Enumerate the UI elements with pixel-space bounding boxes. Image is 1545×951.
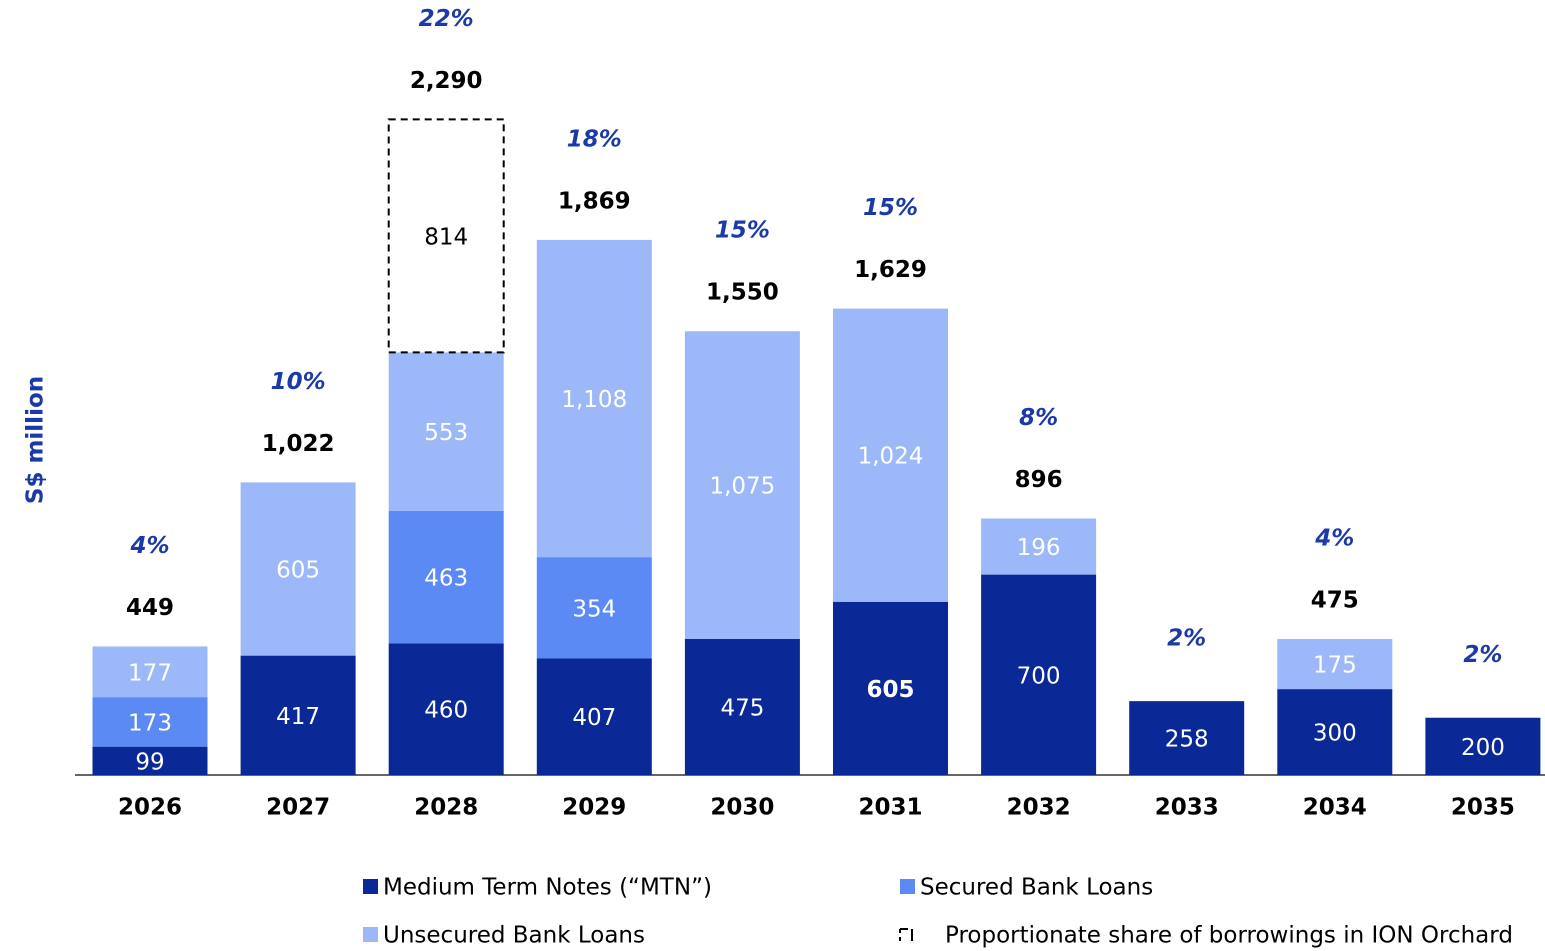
share-label: 8% bbox=[1019, 405, 1058, 431]
legend-label: Unsecured Bank Loans bbox=[383, 923, 645, 949]
legend-label: Proportionate share of borrowings in ION… bbox=[945, 923, 1513, 949]
segment-label: 300 bbox=[1313, 721, 1357, 747]
segment-label: 177 bbox=[128, 660, 172, 686]
bar-segment bbox=[981, 574, 1097, 775]
x-tick-label: 2029 bbox=[562, 795, 626, 821]
bar-segment bbox=[1277, 639, 1393, 690]
segment-label: 814 bbox=[424, 224, 468, 250]
total-label: 475 bbox=[1311, 588, 1359, 614]
share-label: 22% bbox=[419, 6, 474, 32]
bar-segment bbox=[833, 601, 948, 775]
segment-label: 605 bbox=[276, 558, 320, 584]
segment-label: 460 bbox=[424, 698, 468, 724]
bar-segment bbox=[388, 510, 504, 644]
segment-label: 258 bbox=[1165, 727, 1209, 753]
segment-label: 475 bbox=[720, 696, 764, 722]
bar-segment bbox=[92, 646, 208, 698]
x-tick-label: 2028 bbox=[414, 795, 478, 821]
segment-label: 1,024 bbox=[858, 444, 924, 470]
bar-segment bbox=[1129, 701, 1245, 775]
bar-segment bbox=[1425, 717, 1541, 775]
bar-segment bbox=[833, 308, 948, 602]
x-tick-label: 2031 bbox=[858, 795, 922, 821]
total-label: 1,550 bbox=[706, 280, 779, 306]
bar-segment bbox=[981, 518, 1097, 575]
share-label: 10% bbox=[271, 369, 326, 395]
segment-label: 463 bbox=[424, 566, 468, 592]
segment-label: 200 bbox=[1461, 735, 1505, 761]
legend-label: Medium Term Notes (“MTN”) bbox=[383, 875, 712, 901]
share-label: 2% bbox=[1463, 642, 1502, 668]
segment-label: 1,075 bbox=[709, 474, 775, 500]
legend-icon bbox=[899, 928, 913, 941]
total-label: 896 bbox=[1015, 467, 1063, 493]
total-label: 1,869 bbox=[558, 188, 631, 214]
share-label: 4% bbox=[1314, 526, 1354, 552]
segment-label: 173 bbox=[128, 710, 172, 736]
bar-segment bbox=[1277, 689, 1393, 775]
share-box bbox=[387, 118, 505, 354]
share-label: 4% bbox=[129, 533, 169, 559]
bar-segment bbox=[240, 655, 356, 775]
bar-segment bbox=[92, 746, 208, 775]
segment-label: 99 bbox=[135, 749, 164, 775]
bar-segment bbox=[536, 658, 652, 775]
share-label: 15% bbox=[863, 195, 918, 221]
bar-segment bbox=[536, 557, 652, 659]
x-tick-label: 2032 bbox=[1007, 795, 1071, 821]
x-tick-label: 2033 bbox=[1155, 795, 1219, 821]
segment-label: 354 bbox=[572, 596, 616, 622]
bar-segment bbox=[240, 482, 356, 656]
bar-segment bbox=[92, 697, 208, 747]
total-label: 449 bbox=[126, 595, 174, 621]
segment-label: 700 bbox=[1017, 663, 1061, 689]
share-label: 2% bbox=[1167, 626, 1206, 652]
x-tick-label: 2035 bbox=[1451, 795, 1515, 821]
segment-label: 196 bbox=[1017, 535, 1061, 561]
legend-swatch bbox=[363, 927, 378, 942]
legend-label: Secured Bank Loans bbox=[920, 875, 1153, 901]
segment-label: 417 bbox=[276, 704, 320, 730]
total-label: 2,290 bbox=[410, 68, 483, 94]
bar-segment bbox=[684, 639, 800, 775]
bar-segment bbox=[536, 239, 652, 558]
bar-segment bbox=[388, 643, 504, 775]
segment-label: 605 bbox=[866, 677, 914, 703]
legend-swatch bbox=[363, 879, 378, 894]
segment-label: 407 bbox=[572, 705, 616, 731]
segment-label: 553 bbox=[424, 420, 468, 446]
bar-segment bbox=[388, 352, 504, 511]
segment-label: 1,108 bbox=[561, 387, 627, 413]
y-axis-label: S$ million bbox=[23, 376, 49, 504]
x-tick-label: 2034 bbox=[1303, 795, 1367, 821]
x-tick-label: 2030 bbox=[710, 795, 774, 821]
total-label: 1,022 bbox=[262, 431, 335, 457]
legend-swatch bbox=[900, 879, 915, 894]
total-label: 1,629 bbox=[854, 257, 927, 283]
segment-label: 175 bbox=[1313, 653, 1357, 679]
bar-segment bbox=[684, 331, 800, 640]
share-label: 18% bbox=[567, 126, 622, 152]
share-label: 15% bbox=[715, 218, 770, 244]
x-tick-label: 2026 bbox=[118, 795, 182, 821]
x-tick-label: 2027 bbox=[266, 795, 330, 821]
